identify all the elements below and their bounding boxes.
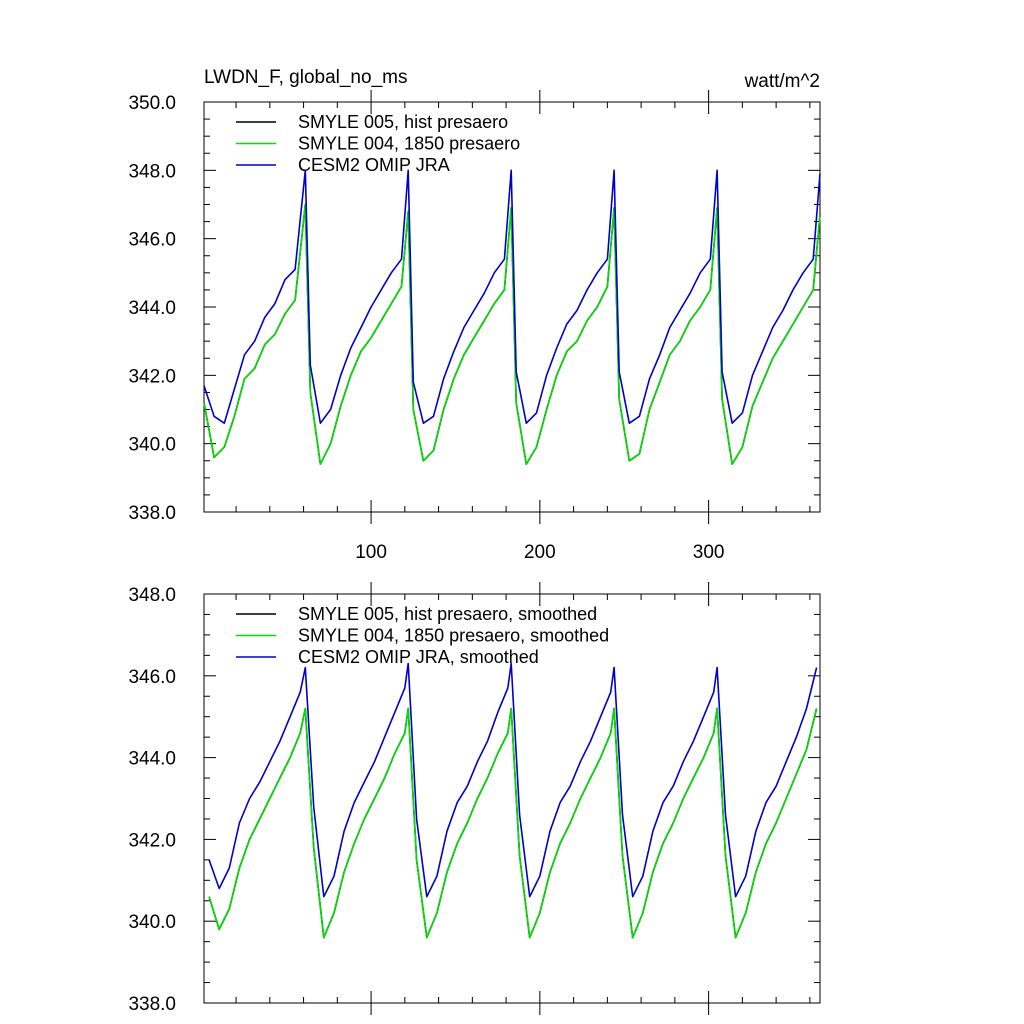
y-tick-label: 342.0 (128, 830, 176, 851)
legend-label: SMYLE 004, 1850 presaero (298, 134, 520, 154)
legend-label: CESM2 OMIP JRA, smoothed (298, 647, 539, 667)
bottom-panel: 338.0 340.0 342.0 344.0 346.0 348.0 SMYLE 005,… (128, 582, 821, 1015)
y-tick-label: 350.0 (128, 93, 176, 114)
y-tick-label: 346.0 (128, 667, 176, 688)
units-label: watt/m^2 (744, 71, 820, 92)
y-tick-label: 342.0 (128, 366, 176, 387)
y-tick-label: 340.0 (128, 435, 176, 456)
top-panel: LWDN_F, global_no_ms watt/m^2 338.0 340.0… (128, 67, 821, 563)
plot-frame (203, 101, 821, 513)
y-tick-label: 348.0 (128, 161, 176, 182)
x-tick-label: 300 (693, 542, 725, 563)
series-line-1 (208, 707, 818, 939)
series-line-2 (203, 169, 821, 425)
legend-label: SMYLE 005, hist presaero, smoothed (298, 604, 597, 624)
x-tick-label: 100 (355, 542, 387, 563)
y-tick-label: 344.0 (128, 749, 176, 770)
legend-label: CESM2 OMIP JRA (298, 155, 450, 175)
y-tick-label: 338.0 (128, 503, 176, 524)
x-tick-label: 200 (524, 542, 556, 563)
y-tick-label: 348.0 (128, 585, 176, 606)
y-tick-label: 338.0 (128, 994, 176, 1015)
legend-label: SMYLE 005, hist presaero (298, 112, 508, 132)
legend-label: SMYLE 004, 1850 presaero, smoothed (298, 626, 609, 646)
y-tick-label: 346.0 (128, 230, 176, 251)
series-line-2 (208, 662, 818, 898)
chart-title: LWDN_F, global_no_ms (204, 67, 407, 88)
y-tick-label: 344.0 (128, 298, 176, 319)
series-line-1 (203, 203, 821, 466)
y-tick-label: 340.0 (128, 912, 176, 933)
